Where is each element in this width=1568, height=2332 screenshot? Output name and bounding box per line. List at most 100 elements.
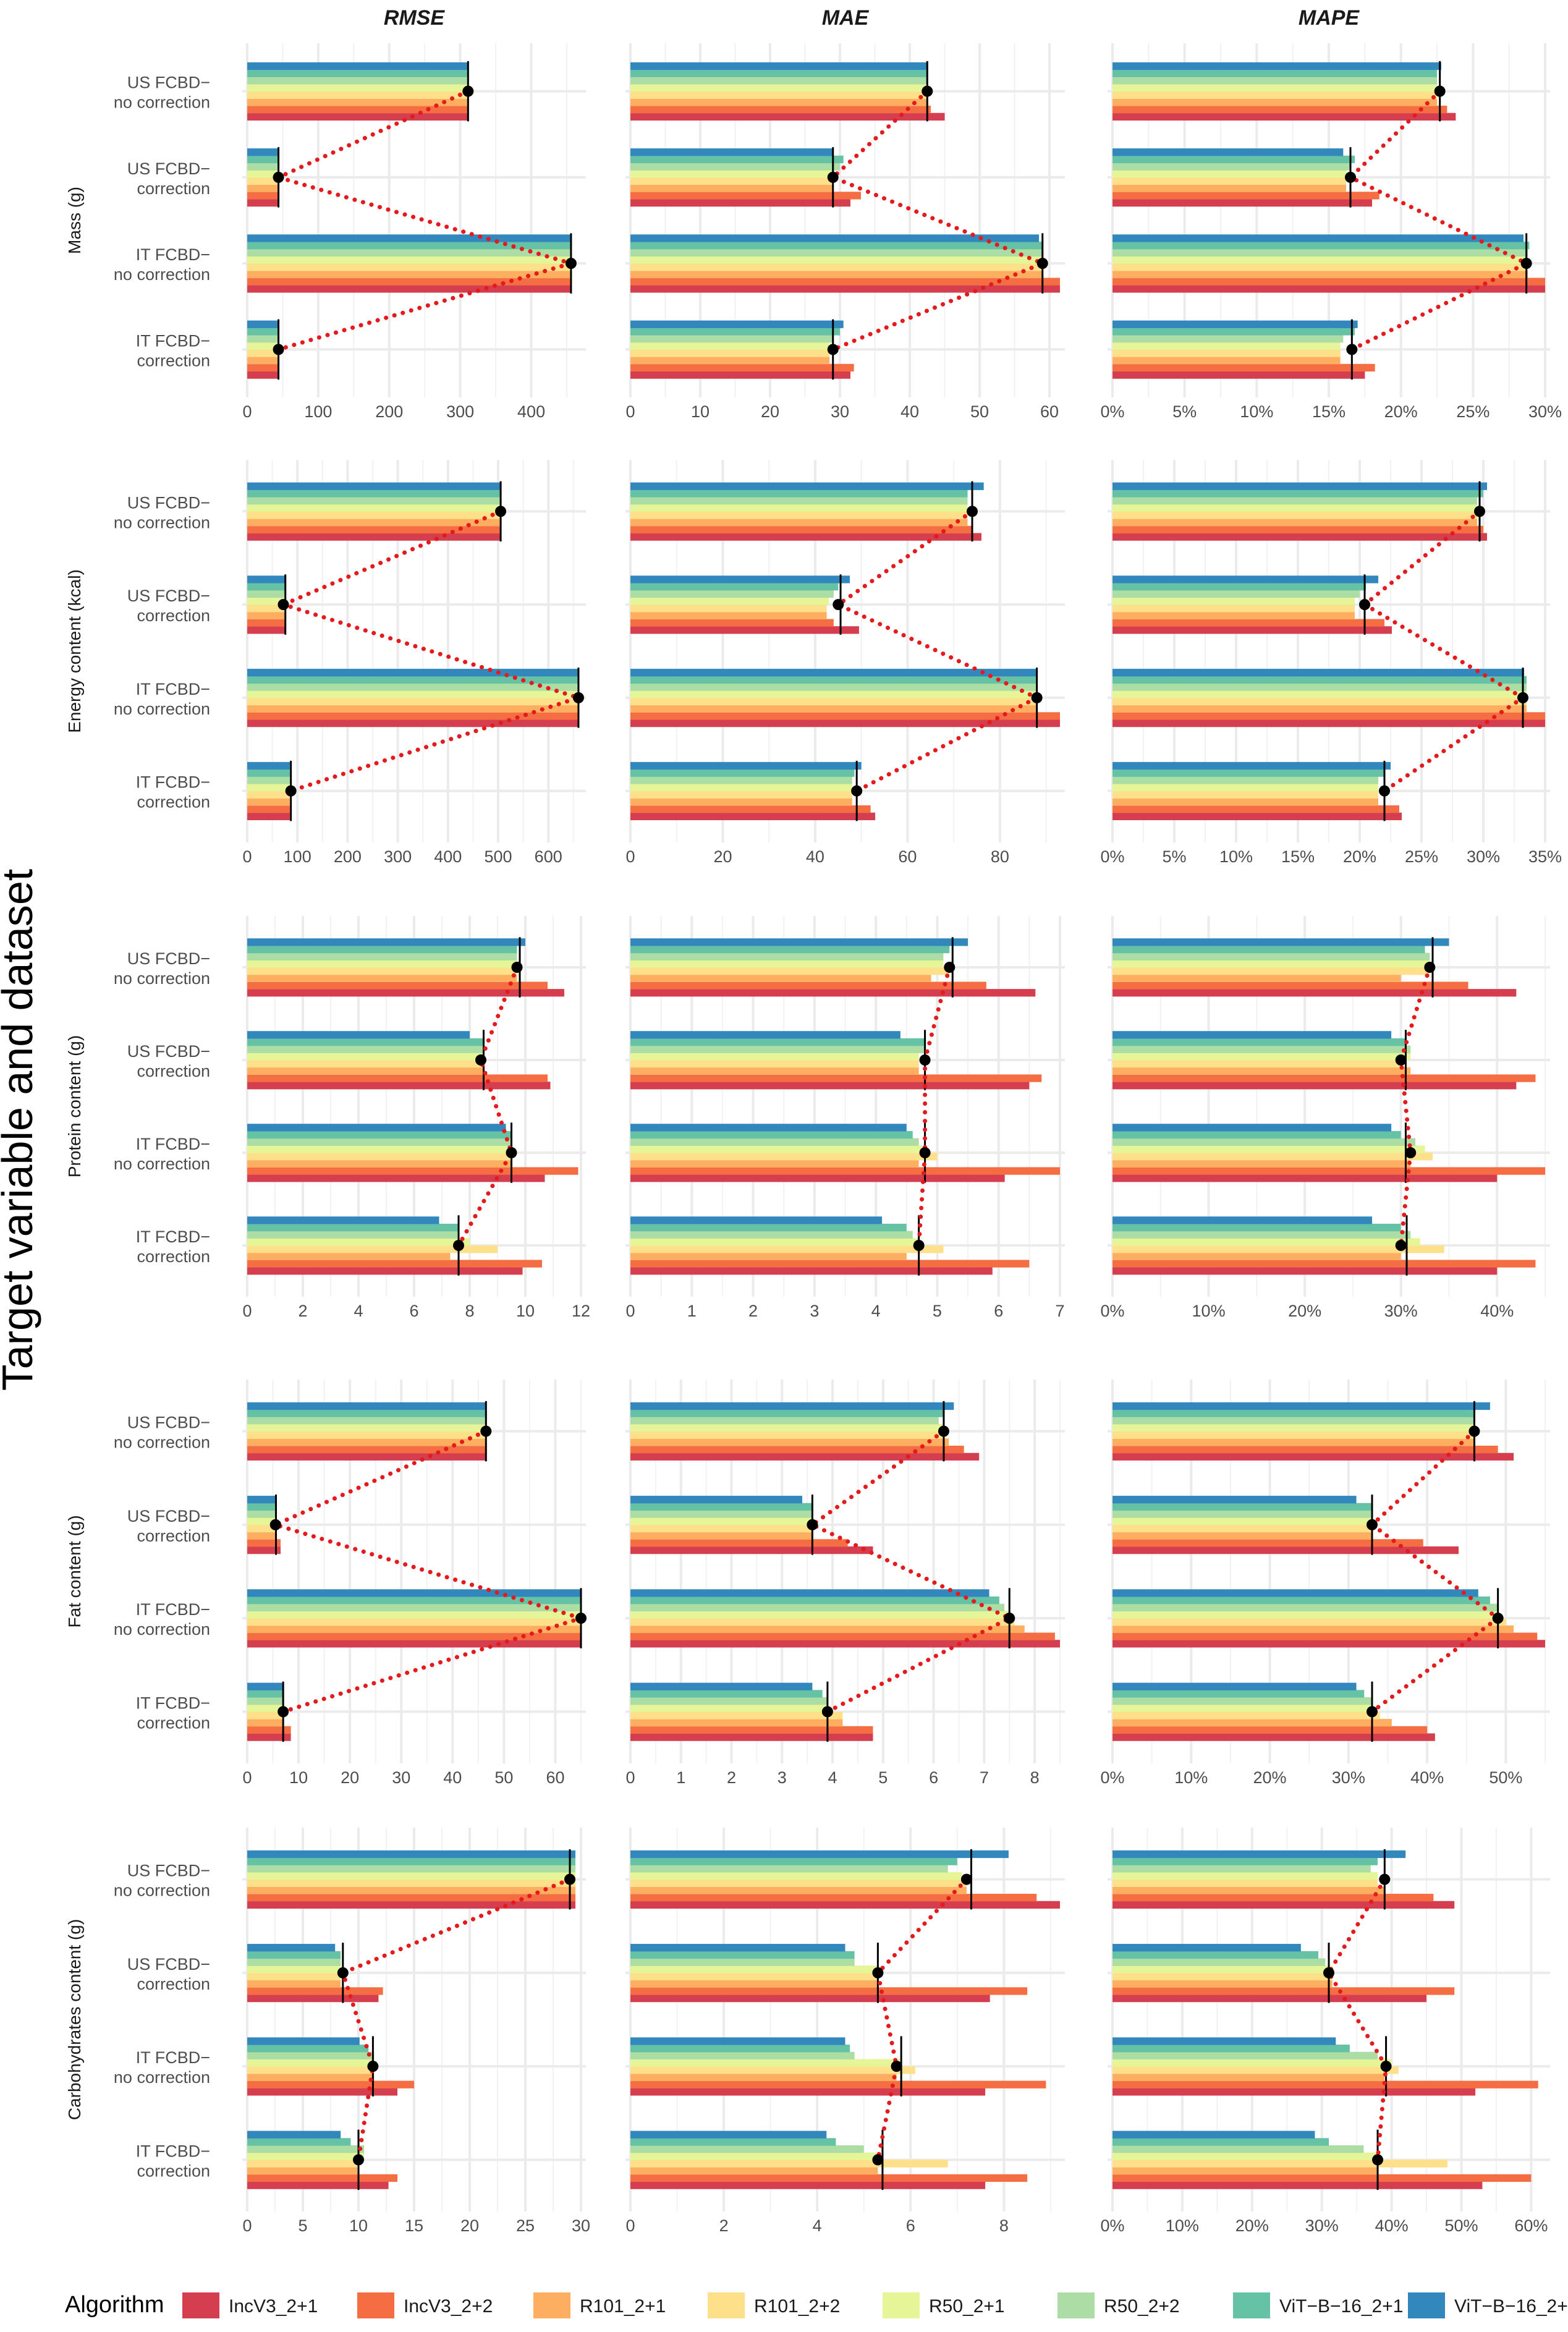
bar <box>1112 1690 1365 1698</box>
bar <box>630 690 1037 698</box>
tick-label: 60 <box>1040 402 1059 421</box>
panel-mae: 0 20 40 60 80 <box>625 460 1065 866</box>
bar <box>247 1532 276 1540</box>
bar <box>247 1704 284 1712</box>
bar <box>1112 982 1468 990</box>
tick-label: 200 <box>334 847 362 866</box>
dataset-label: IT FCBD− correction <box>136 2142 210 2180</box>
mean-point <box>1323 1967 1334 1978</box>
mean-connector <box>269 1429 588 1714</box>
bar <box>247 769 290 777</box>
tick-label: 10 <box>349 2216 368 2235</box>
bar <box>247 1496 276 1504</box>
bar <box>247 676 578 684</box>
bar <box>630 342 830 350</box>
tick-label: 0% <box>1100 1302 1124 1320</box>
tick-label: 30 <box>831 402 849 421</box>
bar <box>247 1167 578 1175</box>
mean-point <box>1380 2061 1392 2072</box>
tick-label: 1 <box>676 1768 685 1787</box>
bar <box>1112 248 1528 257</box>
bar <box>1112 533 1487 541</box>
tick-label: 400 <box>434 847 462 866</box>
mean-point <box>1468 1425 1480 1437</box>
bar <box>247 1138 512 1146</box>
bar <box>1112 1603 1498 1612</box>
bar <box>630 676 1037 684</box>
bar <box>630 83 928 92</box>
bar <box>630 974 931 982</box>
mean-point <box>827 344 839 355</box>
bar <box>1112 1901 1455 1909</box>
mean-point <box>960 1873 972 1885</box>
bar <box>1112 769 1384 777</box>
tick-label: 400 <box>517 402 545 421</box>
mean-point <box>1367 1706 1378 1718</box>
panel-mae: 0 1 2 3 4 5 6 7 <box>625 916 1065 1320</box>
bar <box>630 184 833 192</box>
bar <box>247 626 285 634</box>
mean-connector <box>340 1877 572 2162</box>
tick-label: 10% <box>1240 402 1273 421</box>
bar <box>247 1857 575 1865</box>
bar <box>1112 490 1483 498</box>
bar <box>1112 1045 1411 1053</box>
bar <box>1112 938 1449 946</box>
tick-label: 50 <box>494 1768 513 1787</box>
bar <box>630 1160 919 1168</box>
bar <box>247 705 578 713</box>
tick-label: 30 <box>572 2216 590 2235</box>
bar <box>247 83 468 92</box>
mean-point <box>938 1425 949 1437</box>
bar <box>630 1682 813 1690</box>
mean-point <box>1395 1054 1407 1066</box>
bar <box>630 1618 1015 1626</box>
bar <box>630 177 833 185</box>
tick-label: 40% <box>1410 1768 1444 1787</box>
bar <box>247 776 290 784</box>
bar <box>1112 783 1378 792</box>
tick-label: 20% <box>1384 402 1418 421</box>
mean-point <box>269 1519 281 1530</box>
bar <box>1112 1038 1406 1046</box>
metric-title-mape: MAPE <box>1299 6 1360 30</box>
bar <box>1112 1053 1411 1061</box>
bar <box>630 1409 944 1417</box>
bar <box>247 1153 512 1161</box>
bar <box>1112 690 1527 698</box>
bar <box>1112 1733 1435 1741</box>
bar <box>630 575 850 583</box>
bar <box>247 328 279 336</box>
tick-label: 0 <box>625 402 635 421</box>
bar <box>630 938 968 946</box>
bar <box>630 1690 823 1698</box>
bar <box>1112 1438 1475 1446</box>
tick-label: 300 <box>384 847 412 866</box>
bar <box>247 1423 486 1432</box>
bar <box>247 1238 470 1246</box>
bar <box>247 1726 291 1734</box>
bar <box>1112 2059 1392 2067</box>
bar <box>630 525 973 534</box>
bar <box>247 490 501 498</box>
bar <box>630 77 928 85</box>
bar <box>1112 496 1477 505</box>
bar <box>1112 1267 1498 1275</box>
bar <box>247 1431 486 1439</box>
bar <box>1112 1260 1536 1268</box>
bar <box>1112 2138 1329 2146</box>
bar <box>247 482 501 490</box>
tick-label: 15 <box>405 2216 423 2235</box>
mean-point <box>1424 962 1436 973</box>
bar <box>1112 2181 1483 2189</box>
mean-point <box>1379 1873 1391 1885</box>
mean-point <box>506 1147 517 1158</box>
bar <box>1112 1431 1475 1439</box>
bar <box>630 270 1043 279</box>
bar <box>1112 357 1341 365</box>
metric-title-mae: MAE <box>822 6 870 30</box>
dataset-label: US FCBD− no correction <box>114 74 210 112</box>
bar <box>630 597 829 605</box>
bar <box>1112 177 1346 185</box>
